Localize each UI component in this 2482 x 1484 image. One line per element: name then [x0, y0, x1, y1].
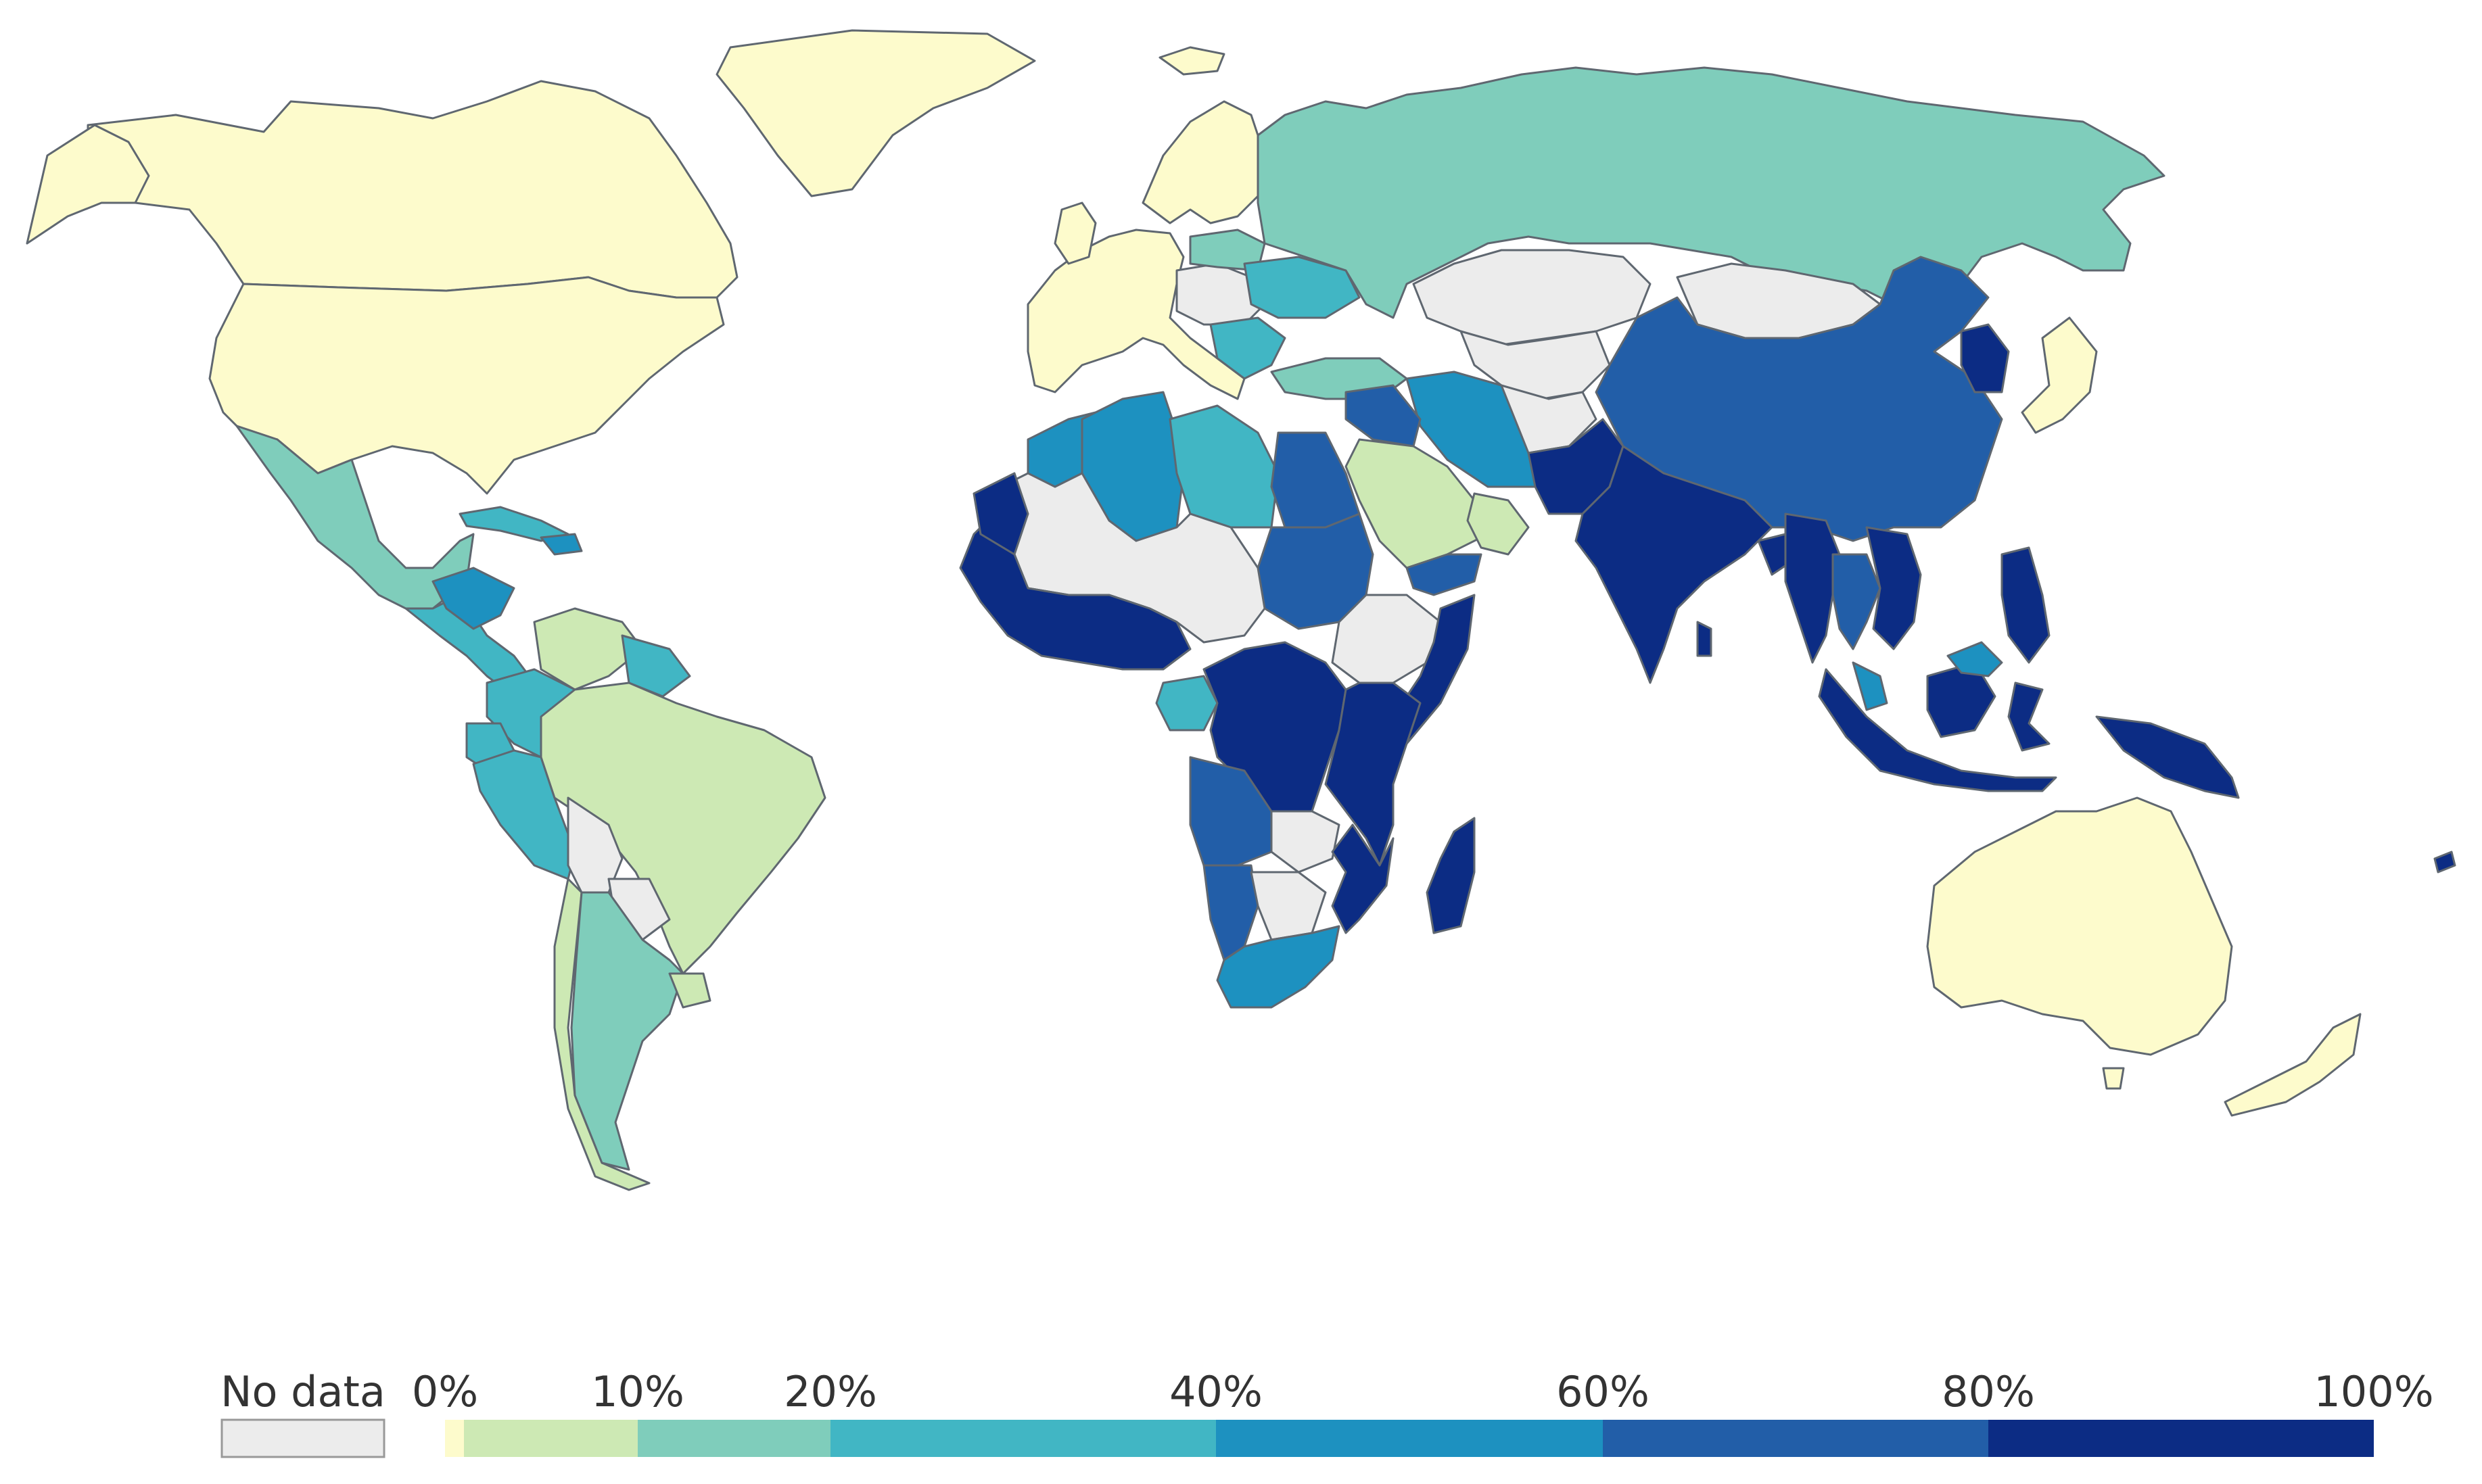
- country-philippines[interactable]: [2000, 546, 2051, 664]
- country-malaysia-borneo[interactable]: [1946, 641, 2003, 677]
- legend-bin-1-10: [464, 1420, 638, 1457]
- country-zambia[interactable]: [1270, 810, 1340, 873]
- legend-bin-60-80: [1603, 1420, 1988, 1457]
- legend-no-data-swatch: [220, 1418, 385, 1458]
- country-angola[interactable]: [1189, 756, 1273, 867]
- country-indonesia[interactable]: [1818, 668, 2057, 792]
- region-central-asia[interactable]: [1459, 330, 1611, 400]
- legend-tick-40: 40%: [1169, 1367, 1263, 1416]
- country-mozambique[interactable]: [1331, 823, 1395, 934]
- country-argentina[interactable]: [570, 891, 684, 1171]
- country-korea[interactable]: [1960, 323, 2010, 393]
- country-ukraine[interactable]: [1243, 256, 1361, 319]
- country-iceland[interactable]: [1158, 46, 1225, 76]
- legend: No data 0% 10% 20% 40% 60% 80% 100%: [220, 1367, 2434, 1458]
- country-mauritania[interactable]: [973, 472, 1029, 556]
- legend-bin-80-100: [1988, 1420, 2374, 1457]
- country-honduras[interactable]: [431, 567, 515, 630]
- country-kazakhstan[interactable]: [1412, 249, 1652, 346]
- legend-bin-10-20: [638, 1420, 830, 1457]
- country-fiji[interactable]: [2433, 851, 2456, 873]
- country-guyana[interactable]: [621, 634, 691, 698]
- country-iraq[interactable]: [1344, 384, 1422, 448]
- region-west-africa[interactable]: [959, 506, 1192, 671]
- country-russia[interactable]: [1257, 66, 2165, 326]
- country-haiti[interactable]: [540, 533, 583, 556]
- legend-tick-80: 80%: [1942, 1367, 2035, 1416]
- country-mexico[interactable]: [235, 425, 475, 610]
- legend-bin-40-60: [1216, 1420, 1603, 1457]
- country-gabon[interactable]: [1155, 675, 1219, 732]
- country-vietnam[interactable]: [1865, 526, 1922, 650]
- country-india[interactable]: [1574, 445, 1773, 684]
- legend-bin-0-1: [445, 1420, 464, 1457]
- country-egypt[interactable]: [1270, 431, 1361, 529]
- country-chile[interactable]: [553, 878, 651, 1191]
- legend-no-data-label: No data: [220, 1367, 385, 1416]
- country-greenland[interactable]: [716, 29, 1036, 197]
- country-myanmar[interactable]: [1784, 512, 1841, 664]
- legend-tick-0: 0%: [412, 1367, 478, 1416]
- country-indonesia-sulawesi[interactable]: [2007, 681, 2051, 752]
- country-madagascar[interactable]: [1426, 817, 1476, 934]
- region-balkans[interactable]: [1209, 316, 1286, 380]
- country-new-zealand[interactable]: [2224, 1013, 2362, 1117]
- country-libya[interactable]: [1169, 404, 1280, 529]
- country-yemen[interactable]: [1405, 553, 1482, 596]
- country-malaysia[interactable]: [1852, 661, 1888, 711]
- legend-tick-10: 10%: [591, 1367, 684, 1416]
- legend-tick-100: 100%: [2314, 1367, 2433, 1416]
- legend-tick-60: 60%: [1556, 1367, 1649, 1416]
- legend-tick-20: 20%: [784, 1367, 877, 1416]
- country-oman[interactable]: [1466, 492, 1530, 556]
- country-sri-lanka[interactable]: [1696, 621, 1712, 657]
- country-thailand[interactable]: [1831, 553, 1881, 650]
- country-tasmania[interactable]: [2102, 1067, 2125, 1090]
- country-usa-alaska[interactable]: [26, 124, 150, 245]
- country-botswana[interactable]: [1250, 871, 1327, 941]
- country-papua-new-guinea[interactable]: [2095, 715, 2240, 799]
- country-japan[interactable]: [2021, 316, 2098, 434]
- country-uk[interactable]: [1054, 201, 1097, 265]
- country-australia[interactable]: [1926, 796, 2233, 1056]
- region-scandinavia[interactable]: [1142, 100, 1266, 224]
- country-afghanistan[interactable]: [1500, 384, 1597, 454]
- legend-bin-20-40: [830, 1420, 1216, 1457]
- country-south-africa[interactable]: [1216, 925, 1340, 1009]
- country-canada[interactable]: [87, 80, 739, 299]
- region-east-africa[interactable]: [1324, 681, 1422, 867]
- country-uruguay[interactable]: [668, 972, 711, 1009]
